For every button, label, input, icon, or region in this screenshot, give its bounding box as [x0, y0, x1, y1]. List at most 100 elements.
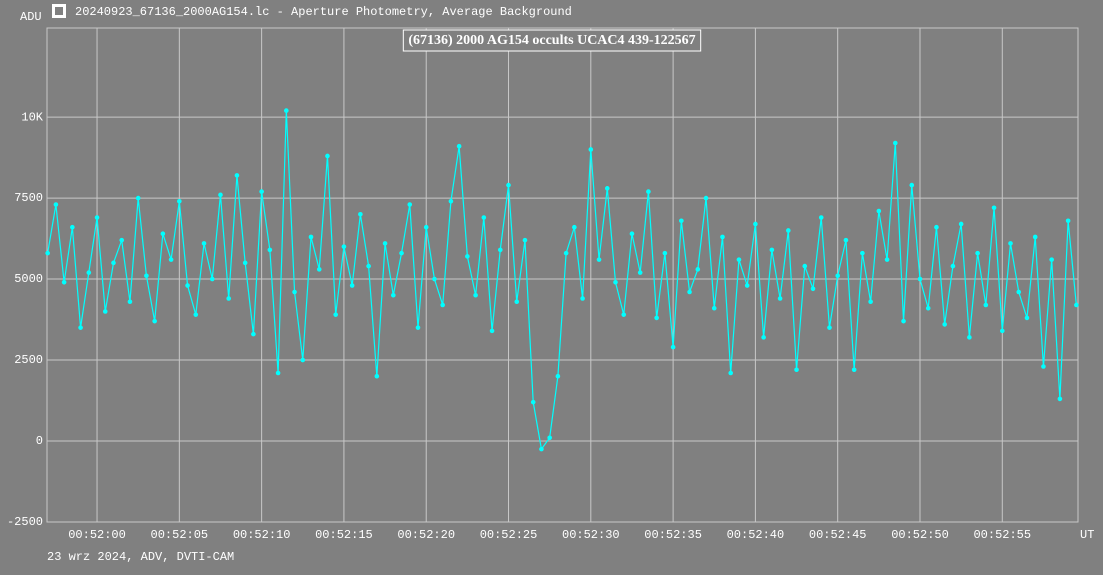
data-point: [580, 296, 585, 301]
data-point: [654, 315, 659, 321]
data-point: [497, 247, 503, 253]
data-point: [514, 299, 520, 305]
data-point: [753, 221, 758, 227]
y-tick-label: 5000: [14, 272, 43, 286]
data-point: [259, 189, 264, 194]
data-point: [522, 237, 528, 243]
data-point: [333, 312, 338, 317]
data-point: [711, 305, 717, 311]
data-point: [1008, 241, 1013, 246]
data-point: [1065, 218, 1071, 224]
y-tick-label: 10K: [21, 110, 43, 124]
data-point: [53, 202, 59, 207]
data-point: [942, 322, 947, 327]
data-point: [843, 237, 849, 243]
chart-title: (67136) 2000 AG154 occults UCAC4 439-122…: [408, 33, 695, 48]
data-point: [728, 370, 734, 376]
data-point: [489, 328, 495, 334]
data-point: [637, 270, 643, 275]
x-tick-label: 00:52:55: [973, 528, 1031, 542]
data-point: [292, 289, 297, 295]
data-point: [399, 250, 404, 256]
data-point: [407, 202, 413, 207]
window-title: 20240923_67136_2000AG154.lc - Aperture P…: [75, 5, 572, 19]
data-point: [604, 186, 610, 191]
data-point: [975, 250, 980, 256]
data-point: [209, 276, 215, 282]
data-point: [794, 367, 799, 373]
data-point: [835, 273, 840, 279]
data-point: [769, 247, 775, 253]
data-point: [185, 283, 190, 288]
data-point: [465, 254, 470, 259]
data-point: [506, 182, 511, 188]
x-tick-label: 00:52:45: [809, 528, 867, 542]
data-point: [152, 318, 157, 324]
data-line: [47, 110, 1077, 451]
data-point: [925, 305, 931, 311]
data-point: [901, 318, 906, 324]
data-point: [736, 257, 742, 262]
grid: -2500 0 2500 5000 7500 10K 00:52:00 00:52:05 00:…: [7, 27, 1079, 542]
data-point: [177, 199, 182, 204]
data-point: [1074, 302, 1079, 308]
x-tick-label: 00:52:20: [397, 528, 455, 542]
data-point: [539, 446, 544, 452]
y-tick-label: -2500: [7, 515, 43, 529]
data-point: [432, 276, 437, 282]
data-point: [572, 224, 577, 230]
data-point: [127, 299, 133, 305]
x-tick-label: 00:52:25: [480, 528, 538, 542]
data-point: [1016, 289, 1022, 295]
data-point: [547, 435, 552, 441]
x-tick-label: 00:52:50: [891, 528, 949, 542]
data-point: [1041, 364, 1046, 369]
data-point: [415, 325, 421, 330]
data-point: [810, 286, 816, 292]
data-point: [720, 234, 725, 240]
x-tick-label: 00:52:40: [727, 528, 785, 542]
data-point: [967, 335, 972, 340]
data-point: [687, 289, 692, 295]
plot: [45, 108, 1079, 452]
data-point: [423, 224, 429, 230]
data-point: [588, 147, 594, 152]
data-point: [999, 328, 1005, 334]
x-tick-label: 00:52:15: [315, 528, 373, 542]
data-point: [374, 373, 380, 379]
x-tick-label: 00:52:10: [233, 528, 291, 542]
data-point: [596, 257, 602, 262]
data-point: [958, 221, 964, 227]
data-point: [884, 257, 890, 262]
x-tick-label: 00:52:00: [68, 528, 126, 542]
data-point: [777, 296, 783, 301]
data-point: [456, 143, 462, 149]
data-point: [267, 247, 273, 253]
data-point: [621, 312, 627, 317]
data-point: [868, 299, 873, 305]
data-point: [893, 140, 898, 146]
data-point: [119, 237, 125, 243]
data-point: [983, 302, 989, 308]
data-point: [1024, 315, 1030, 321]
x-tick-label: 00:52:35: [644, 528, 702, 542]
data-point: [349, 283, 355, 288]
title-box: [402, 29, 702, 52]
data-point: [876, 208, 882, 214]
data-point: [316, 267, 322, 272]
data-point: [761, 335, 766, 340]
data-point: [662, 250, 668, 256]
data-point: [860, 250, 865, 256]
x-tick-label: 00:52:05: [151, 528, 209, 542]
data-point: [448, 199, 454, 204]
data-point: [366, 263, 371, 269]
data-point: [934, 224, 939, 230]
x-tick-label: 00:52:30: [562, 528, 620, 542]
data-point: [341, 244, 347, 249]
data-point: [613, 279, 618, 285]
data-point: [308, 234, 314, 240]
data-point: [284, 108, 289, 113]
data-point: [45, 250, 50, 256]
